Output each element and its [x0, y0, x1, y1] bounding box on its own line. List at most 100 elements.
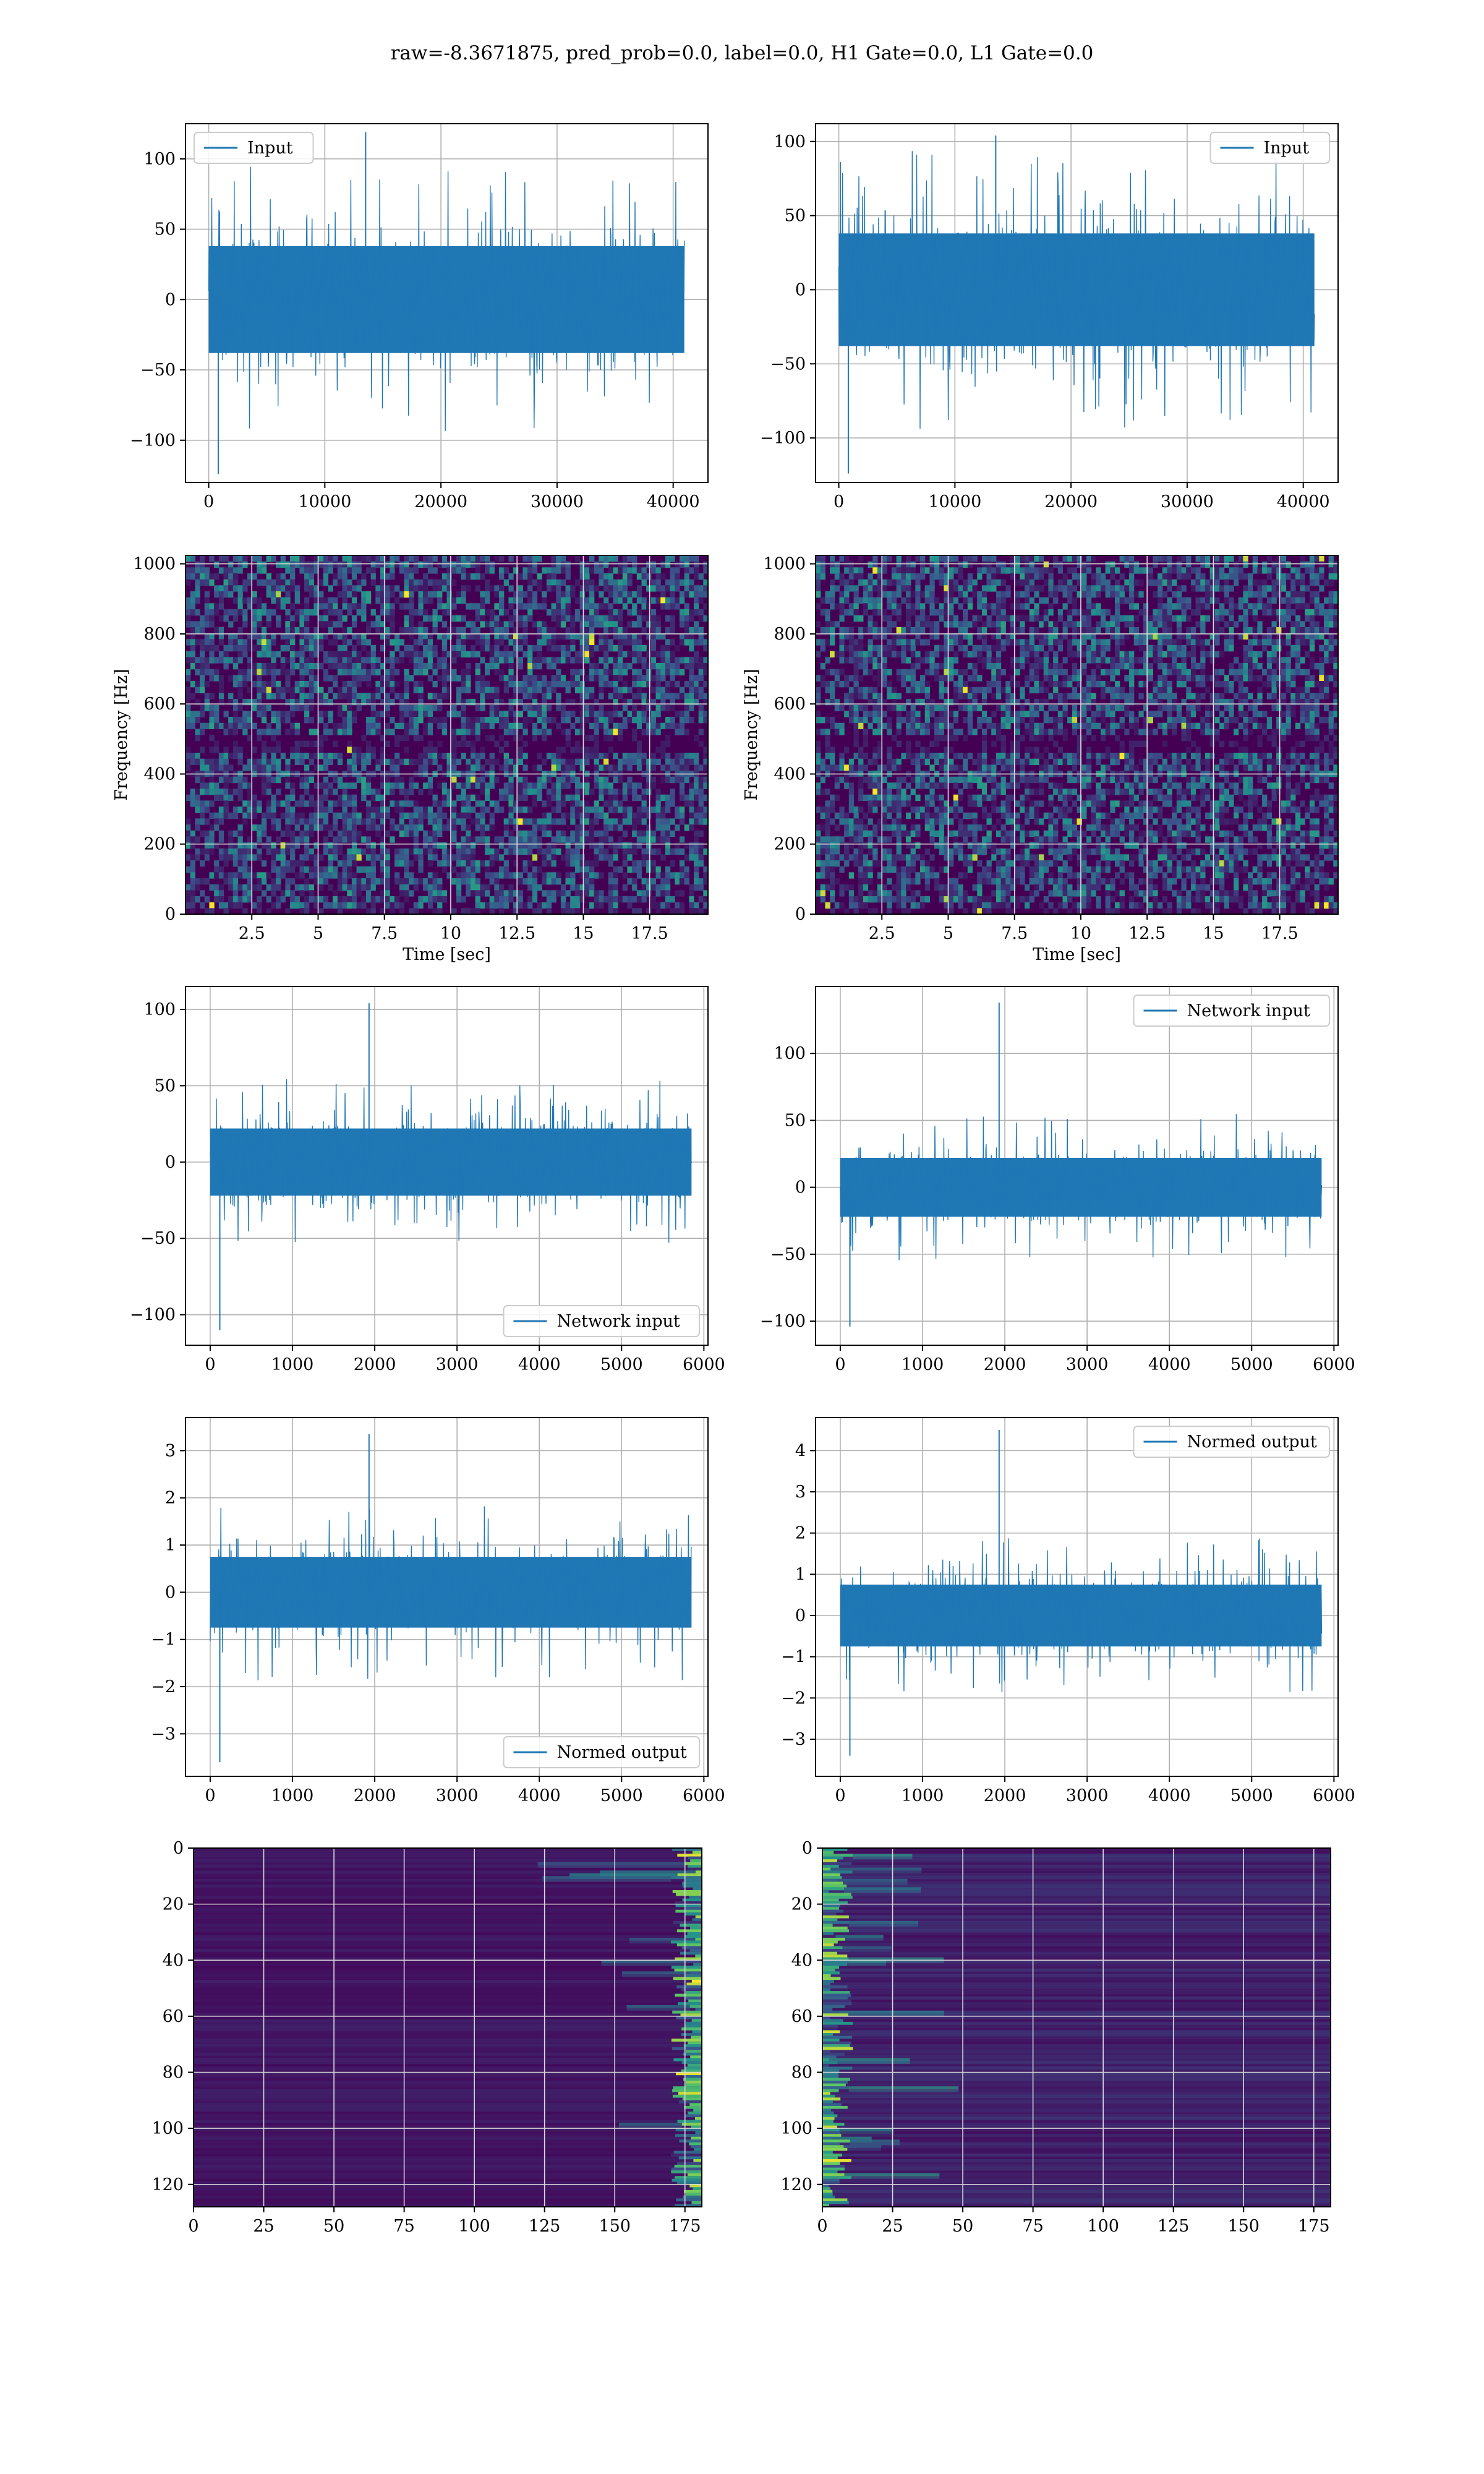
heatmap-cell [261, 872, 267, 879]
heatmap-cell [218, 722, 224, 729]
heatmap-cell [252, 854, 257, 861]
heatmap-cell [390, 639, 395, 646]
heatmap-cell [370, 645, 376, 652]
heatmap-cell [304, 800, 310, 807]
heatmap-cell [200, 645, 205, 652]
heatmap-cell [409, 711, 414, 717]
heatmap-cell [565, 758, 571, 765]
heatmap-cell [527, 609, 533, 616]
heatmap-cell [551, 878, 556, 885]
heatmap-cell [665, 866, 671, 873]
heatmap-cell [655, 747, 661, 753]
heatmap-cell [261, 633, 267, 640]
heatmap-cell [351, 573, 357, 580]
heatmap-cell [432, 812, 438, 819]
heatmap-cell [853, 860, 859, 867]
heatmap-cell [537, 585, 542, 592]
heatmap-cell [565, 776, 571, 783]
heatmap-cell [365, 872, 372, 879]
heatmap-cell [266, 651, 271, 657]
heatmap-cell [347, 561, 352, 568]
heatmap-cell [570, 884, 576, 891]
y-tick-label: 50 [785, 207, 806, 226]
heatmap-cell [882, 675, 887, 682]
heatmap-cell [370, 669, 376, 675]
heatmap-cell [375, 722, 381, 729]
heatmap-cell [252, 681, 257, 688]
heatmap-cell [276, 747, 281, 753]
heatmap-cell [613, 681, 618, 688]
heatmap-cell [375, 896, 381, 903]
heatmap-cell [294, 836, 300, 843]
heatmap-cell [214, 747, 220, 753]
heatmap-cell [409, 776, 414, 783]
heatmap-cell [394, 633, 400, 640]
heatmap-cell [356, 747, 362, 753]
heatmap-cell [584, 657, 590, 664]
heatmap-cell [380, 699, 386, 706]
heatmap-cell [318, 872, 324, 879]
heatmap-cell [660, 794, 666, 801]
heatmap-cell [385, 896, 390, 903]
heatmap-cell [546, 645, 552, 652]
heatmap-cell [466, 561, 471, 568]
heatmap-cell [825, 872, 830, 879]
heatmap-cell [518, 621, 523, 628]
heatmap-cell [901, 567, 906, 574]
heatmap-cell [247, 633, 253, 640]
heatmap-cell [418, 824, 424, 831]
heatmap-cell [266, 842, 271, 849]
heatmap-cell [432, 836, 438, 843]
heatmap-cell [646, 615, 652, 622]
heatmap-cell [413, 555, 419, 562]
heatmap-cell [200, 657, 205, 664]
heatmap-cell [820, 776, 825, 783]
heatmap-cell [694, 555, 699, 562]
heatmap-cell [276, 717, 281, 724]
heatmap-cell [209, 812, 215, 819]
heatmap-cell [627, 818, 633, 825]
heatmap-cell [882, 579, 887, 586]
heatmap-cell [356, 704, 362, 711]
heatmap-cell [480, 764, 485, 771]
heatmap-cell [441, 573, 448, 580]
heatmap-cell [627, 842, 633, 849]
heatmap-cell [839, 591, 845, 598]
heatmap-cell [470, 573, 476, 580]
heatmap-cell [257, 764, 262, 771]
heatmap-cell [522, 789, 528, 795]
heatmap-cell [480, 615, 485, 622]
heatmap-cell [309, 657, 314, 664]
heatmap-cell [858, 860, 864, 867]
heatmap-cell [518, 711, 523, 717]
heatmap-cell [261, 753, 267, 760]
heatmap-cell [684, 573, 689, 580]
heatmap-cell [896, 807, 902, 813]
heatmap-cell [218, 836, 224, 843]
heatmap-cell [228, 585, 234, 592]
heatmap-cell [522, 627, 528, 634]
heatmap-cell [427, 878, 433, 885]
heatmap-cell [665, 669, 671, 675]
heatmap-cell [844, 764, 850, 771]
heatmap-cell [456, 639, 462, 646]
heatmap-cell [328, 603, 333, 610]
heatmap-cell [579, 836, 585, 843]
heatmap-cell [589, 585, 595, 592]
heatmap-cell [361, 884, 367, 891]
heatmap-cell [820, 866, 825, 873]
heatmap-cell [887, 908, 892, 915]
heatmap-cell [247, 807, 253, 813]
heatmap-cell [418, 663, 424, 670]
heatmap-cell [830, 591, 835, 598]
heatmap-cell [190, 717, 195, 724]
heatmap-cell [242, 866, 248, 873]
heatmap-cell [887, 902, 892, 909]
heatmap-cell [646, 812, 652, 819]
heatmap-cell [532, 681, 538, 688]
heatmap-cell [665, 740, 671, 747]
heatmap-cell [882, 651, 887, 657]
heatmap-cell [675, 872, 680, 879]
heatmap-cell [299, 782, 305, 789]
heatmap-cell [698, 884, 704, 891]
